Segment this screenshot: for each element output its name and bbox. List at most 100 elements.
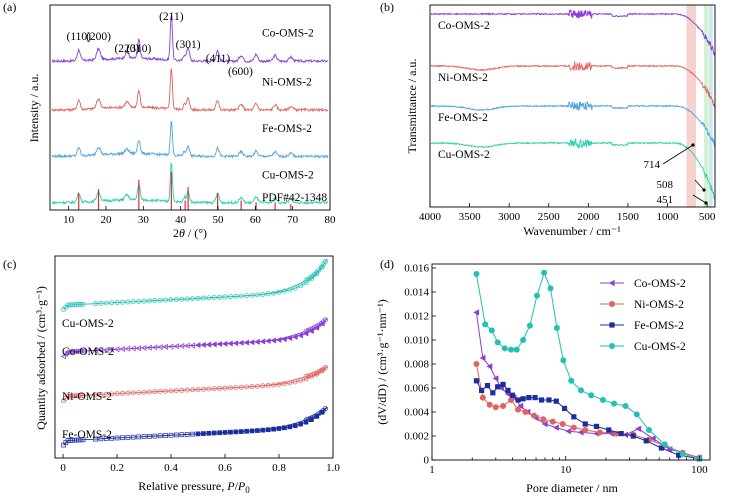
panel-c-marker bbox=[281, 288, 287, 294]
panel-d-marker bbox=[492, 375, 499, 382]
panel-c-marker bbox=[322, 317, 328, 323]
panel-a-series-ni-oms-2 bbox=[51, 68, 329, 113]
panel-c-marker bbox=[298, 378, 304, 384]
panel-c-marker bbox=[221, 340, 228, 347]
panel-a-xtick-label-70: 70 bbox=[287, 214, 299, 226]
panel-c-xtick-label-3: 0.6 bbox=[218, 462, 232, 474]
panel-c-marker bbox=[238, 339, 244, 346]
panel-d-marker bbox=[588, 392, 595, 399]
panel-d-ytick-label-4: 0.008 bbox=[404, 359, 429, 371]
panel-c-marker bbox=[163, 297, 169, 303]
panel-c-marker bbox=[103, 300, 109, 306]
panel-c-marker bbox=[130, 390, 136, 396]
panel-a-peak-label-301: (301) bbox=[176, 39, 201, 51]
panel-d-marker bbox=[633, 411, 640, 418]
panel-c-marker bbox=[135, 345, 142, 352]
panel-c-marker bbox=[114, 435, 120, 441]
panel-c-marker bbox=[270, 337, 276, 344]
panel-d-marker bbox=[509, 392, 516, 398]
panel-c-marker bbox=[249, 384, 255, 390]
panel-d-marker bbox=[679, 451, 686, 457]
panel-c-marker bbox=[307, 372, 313, 378]
panel-d-marker bbox=[618, 431, 624, 437]
panel-d-marker bbox=[526, 395, 532, 401]
panel-c-marker bbox=[190, 387, 196, 393]
panel-c-marker bbox=[77, 348, 84, 355]
panel-b-xtick-label-4000: 4000 bbox=[419, 211, 442, 223]
panel-d-series-fe-oms-2 bbox=[473, 378, 703, 462]
panel-b-band-0 bbox=[686, 5, 696, 207]
panel-d-legend-ni-oms-2: Ni-OMS-2 bbox=[634, 299, 684, 311]
panel-c-marker bbox=[322, 365, 328, 370]
panel-c-marker bbox=[259, 338, 266, 345]
panel-d-marker bbox=[479, 354, 486, 362]
panel-c-marker bbox=[303, 374, 309, 380]
panel-d-ytick-label-3: 0.006 bbox=[404, 383, 429, 395]
panel-c-marker bbox=[103, 346, 109, 353]
panel-a-xtick-label-50: 50 bbox=[213, 214, 225, 226]
panel-d-marker bbox=[609, 301, 615, 307]
panel-d-marker bbox=[646, 427, 653, 433]
panel-b-xtick-label-1000: 1000 bbox=[657, 211, 680, 223]
panel-d-xtick-label-100: 100 bbox=[691, 464, 708, 476]
panel-c-marker bbox=[195, 387, 201, 392]
panel-label-b: (b) bbox=[380, 0, 394, 14]
panel-a-peak-label-200: (200) bbox=[86, 31, 111, 43]
panel-a-legend-cu-oms-2: Cu-OMS-2 bbox=[262, 169, 314, 181]
panel-c-marker bbox=[120, 299, 125, 305]
panel-c-marker bbox=[227, 385, 233, 391]
panel-a-xtick-label-30: 30 bbox=[138, 214, 150, 226]
panel-a-xtick-label-80: 80 bbox=[325, 214, 337, 226]
panel-d-marker bbox=[570, 424, 577, 431]
panel-c-marker bbox=[190, 431, 196, 437]
panel-c-marker bbox=[157, 388, 163, 394]
panel-d-pore-distribution: 0 0.002 0.004 0.006 0.008 0.010 0.012 0.014 0.01… bbox=[375, 263, 711, 495]
panel-c-marker bbox=[93, 436, 98, 442]
panel-d-xtick-label-10: 10 bbox=[560, 464, 572, 476]
panel-c-marker bbox=[60, 353, 66, 360]
panel-c-marker bbox=[78, 393, 84, 398]
panel-d-ytick-label-6: 0.012 bbox=[404, 311, 429, 323]
panel-d-marker bbox=[606, 427, 612, 433]
panel-c-desorption-line bbox=[147, 365, 328, 393]
panel-c-marker bbox=[271, 290, 277, 296]
panel-a-series-cu-oms-2 bbox=[51, 162, 329, 206]
panel-c-marker bbox=[287, 380, 293, 386]
panel-c-marker bbox=[174, 388, 179, 394]
panel-c-marker bbox=[93, 301, 98, 307]
panel-c-marker bbox=[309, 417, 314, 422]
panel-d-marker bbox=[538, 397, 545, 403]
panel-d-marker bbox=[488, 327, 495, 334]
panel-c-marker bbox=[260, 291, 266, 297]
panel-c-marker bbox=[189, 342, 195, 349]
panel-d-marker bbox=[515, 406, 522, 413]
panel-c-marker bbox=[136, 390, 142, 396]
panel-c-marker bbox=[228, 429, 233, 435]
panel-b-series-ni-oms-2 bbox=[430, 61, 716, 109]
panel-d-legend-co-oms-2: Co-OMS-2 bbox=[634, 278, 686, 290]
panel-c-marker bbox=[124, 345, 131, 352]
panel-d-marker bbox=[486, 363, 493, 370]
panel-c-marker bbox=[287, 424, 293, 430]
panel-c-marker bbox=[174, 297, 179, 302]
panel-c-marker bbox=[147, 433, 152, 439]
panel-c-marker bbox=[265, 338, 271, 344]
panel-a-xlabel: 2θ / (°) bbox=[173, 226, 207, 240]
panel-c-marker bbox=[308, 276, 314, 282]
panel-c-marker bbox=[222, 385, 228, 391]
panel-d-marker bbox=[473, 361, 480, 367]
panel-d-marker bbox=[599, 397, 606, 403]
panel-a-peak-label-411: (411) bbox=[206, 53, 231, 65]
panel-d-marker bbox=[553, 325, 560, 331]
panel-d-marker bbox=[559, 421, 566, 427]
panel-c-marker bbox=[168, 432, 174, 438]
panel-c-marker bbox=[163, 388, 169, 394]
panel-c-marker bbox=[308, 374, 314, 380]
panel-c-marker bbox=[244, 384, 250, 390]
panel-b-annotation-451: 451 bbox=[657, 194, 674, 206]
panel-d-marker bbox=[508, 397, 515, 403]
panel-c-marker bbox=[249, 428, 255, 434]
panel-c-marker bbox=[254, 292, 260, 298]
panel-c-marker bbox=[97, 347, 104, 354]
panel-c-legend-cu-oms-2: Cu-OMS-2 bbox=[62, 318, 114, 330]
